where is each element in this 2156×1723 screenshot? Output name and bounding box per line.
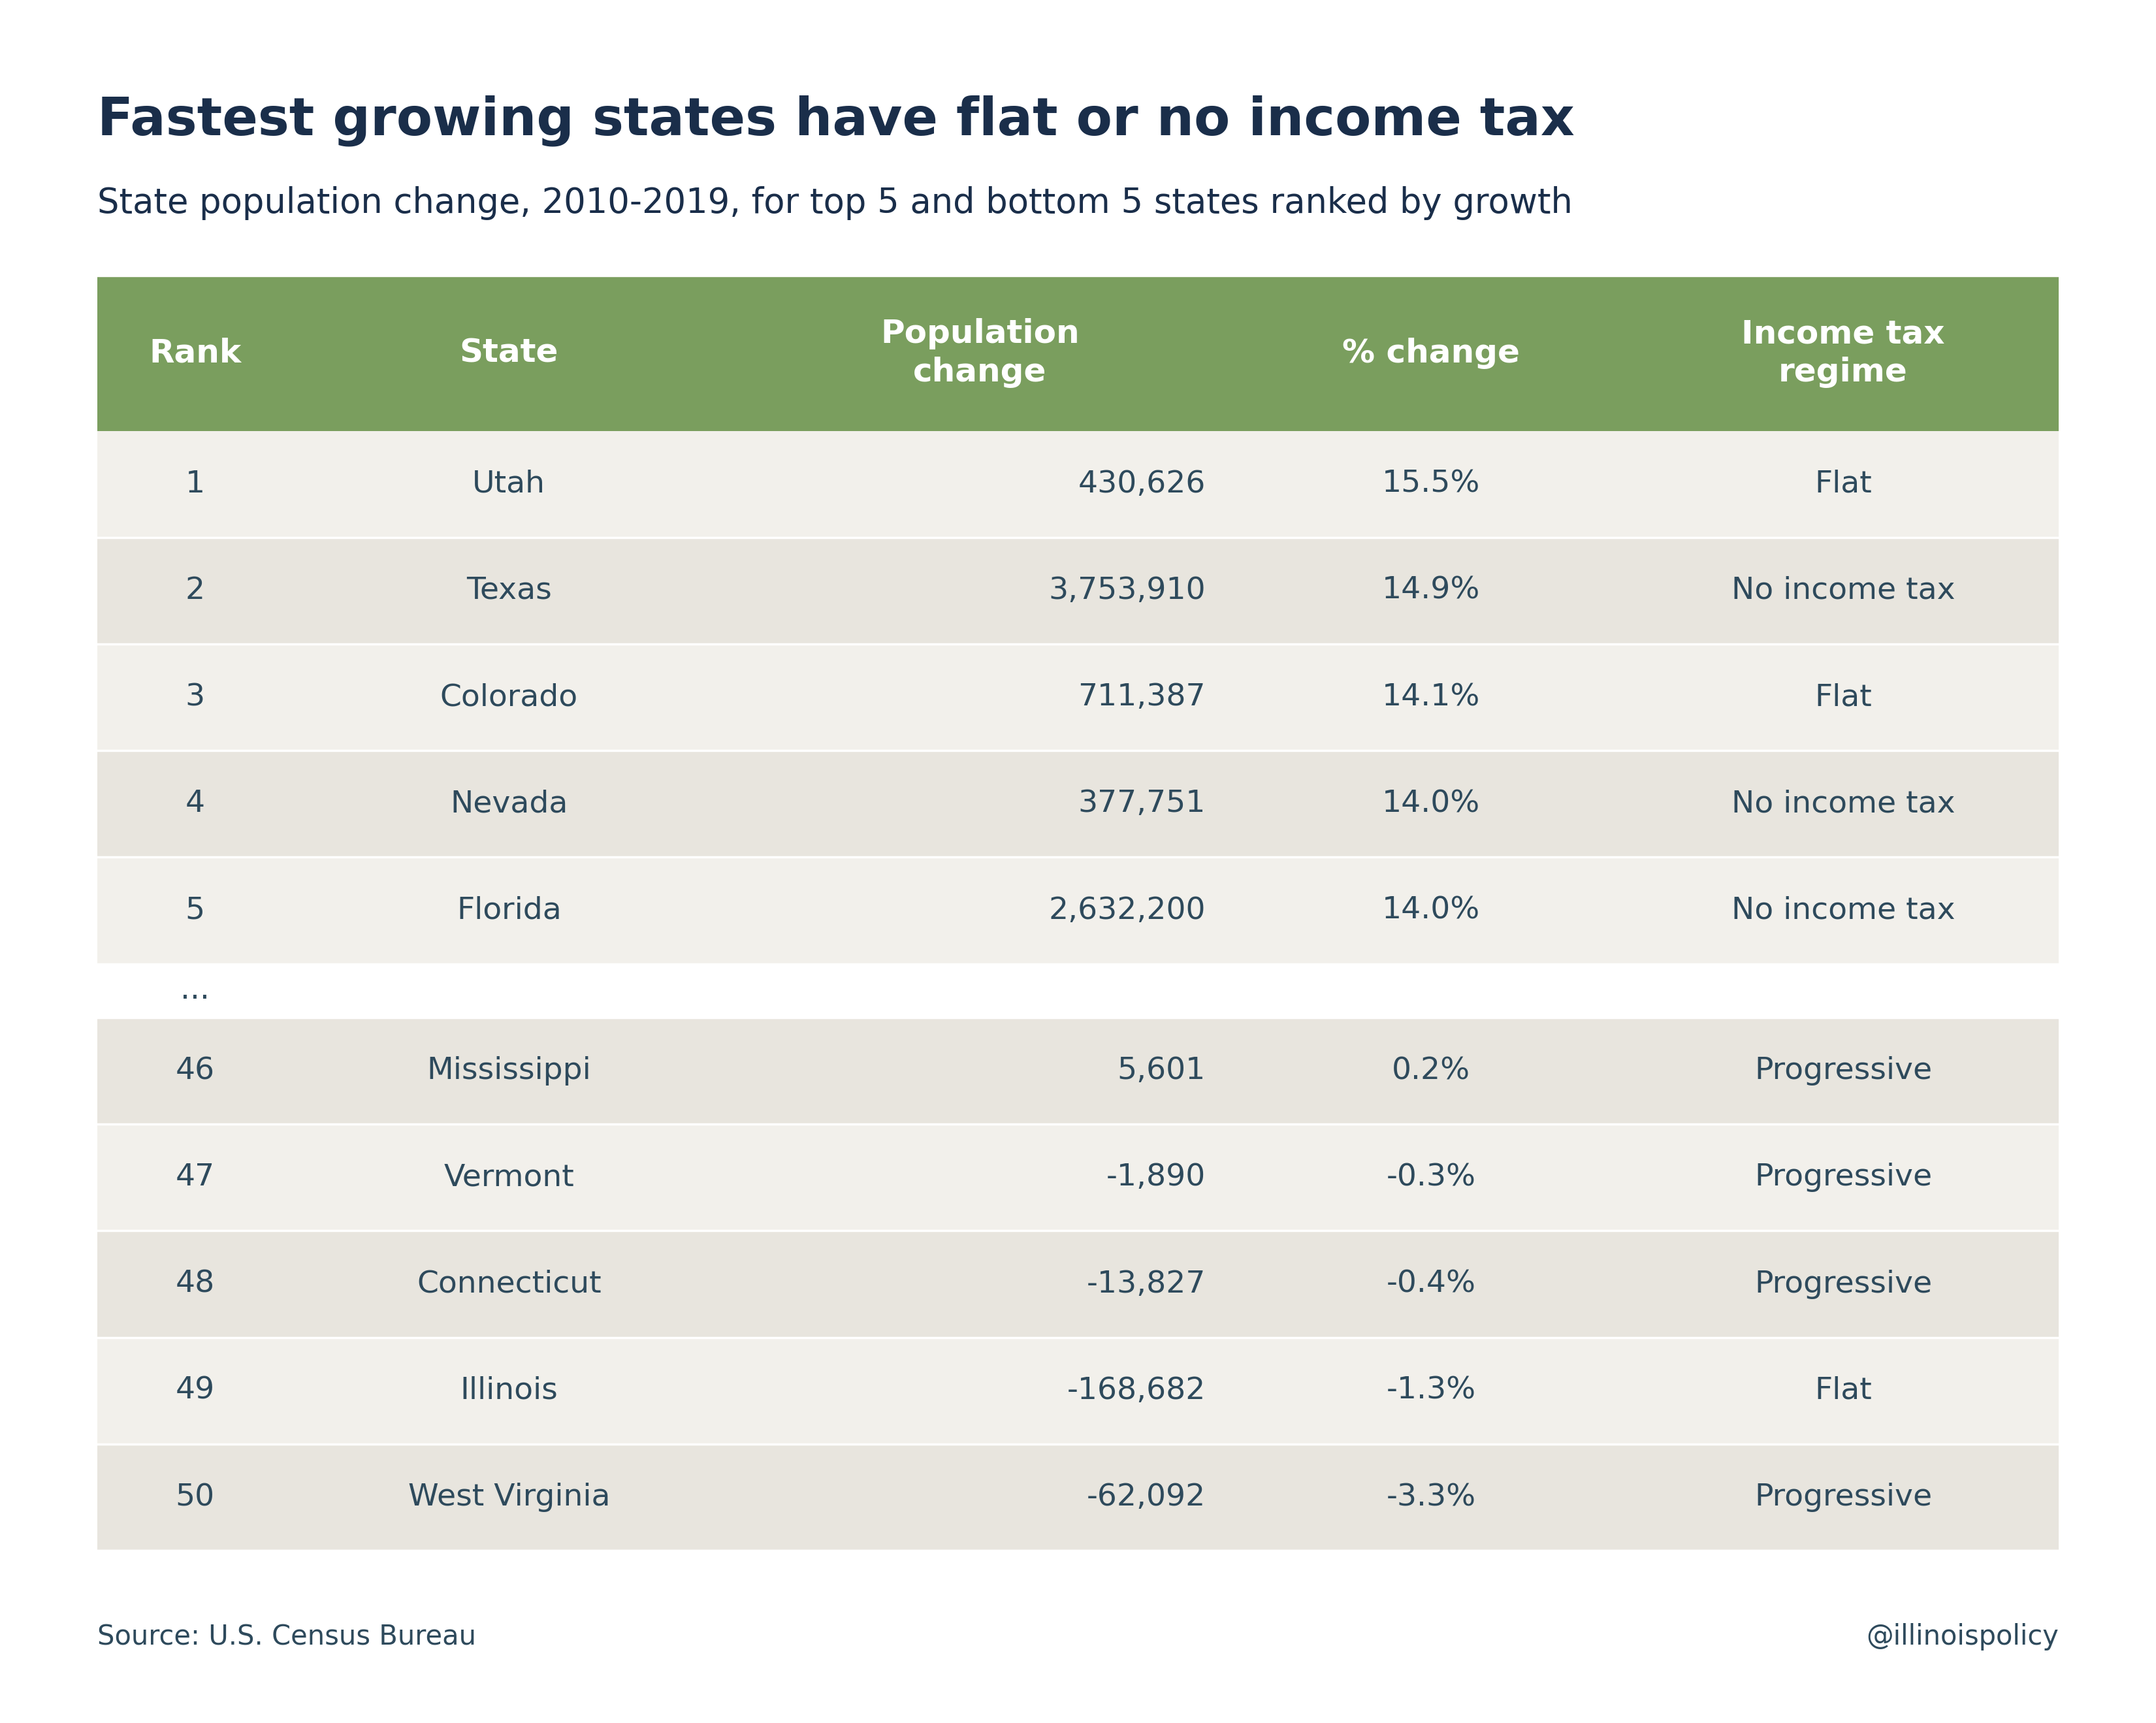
Text: 1: 1 [185,469,205,498]
Text: ...: ... [181,975,209,1006]
Text: 0.2%: 0.2% [1393,1056,1470,1085]
Bar [1628,276,2059,431]
Bar [97,431,2059,538]
Text: Utah: Utah [472,469,545,498]
Text: 14.1%: 14.1% [1382,682,1481,712]
Text: 3: 3 [185,682,205,712]
Text: 50: 50 [175,1484,216,1513]
Text: Progressive: Progressive [1755,1163,1932,1192]
Text: Progressive: Progressive [1755,1484,1932,1513]
Text: -62,092: -62,092 [1087,1484,1205,1513]
Text: -168,682: -168,682 [1067,1377,1205,1406]
Text: 711,387: 711,387 [1078,682,1205,712]
Text: 4: 4 [185,789,205,818]
Text: -1,890: -1,890 [1106,1163,1205,1192]
Text: 430,626: 430,626 [1078,469,1205,498]
Text: State: State [459,338,558,369]
Text: Colorado: Colorado [440,682,578,712]
Text: Flat: Flat [1815,469,1871,498]
Text: Population
change: Population change [880,319,1080,388]
Text: % change: % change [1343,338,1520,369]
Text: Texas: Texas [466,575,552,605]
Text: 49: 49 [175,1377,216,1406]
Bar [97,276,293,431]
Text: Illinois: Illinois [459,1377,558,1406]
Text: 14.0%: 14.0% [1382,789,1481,818]
Bar [97,1444,2059,1551]
Text: Rank: Rank [149,338,241,369]
Text: West Virginia: West Virginia [407,1484,610,1513]
Text: 3,753,910: 3,753,910 [1048,575,1205,605]
Bar [724,276,1235,431]
Bar [97,1230,2059,1337]
Bar [97,963,2059,1018]
Text: Flat: Flat [1815,682,1871,712]
Bar [293,276,724,431]
Bar [97,1337,2059,1444]
Text: Mississippi: Mississippi [427,1056,591,1085]
Text: Nevada: Nevada [451,789,567,818]
Bar [97,644,2059,751]
Text: Florida: Florida [457,896,561,925]
Bar [97,858,2059,963]
Text: 5: 5 [185,896,205,925]
Text: Progressive: Progressive [1755,1270,1932,1299]
Text: 47: 47 [175,1163,216,1192]
Text: -13,827: -13,827 [1087,1270,1205,1299]
Text: Vermont: Vermont [444,1163,573,1192]
Text: Connecticut: Connecticut [416,1270,602,1299]
Text: 14.9%: 14.9% [1382,575,1481,605]
Text: Flat: Flat [1815,1377,1871,1406]
Text: No income tax: No income tax [1731,896,1955,925]
Text: Income tax
regime: Income tax regime [1742,319,1945,388]
Text: -0.3%: -0.3% [1386,1163,1477,1192]
Text: -3.3%: -3.3% [1386,1484,1477,1513]
Bar [97,1018,2059,1123]
Text: Progressive: Progressive [1755,1056,1932,1085]
Bar [97,538,2059,644]
Text: State population change, 2010-2019, for top 5 and bottom 5 states ranked by grow: State population change, 2010-2019, for … [97,186,1572,221]
Text: Fastest growing states have flat or no income tax: Fastest growing states have flat or no i… [97,95,1574,146]
Bar [97,1123,2059,1230]
Text: 2: 2 [185,575,205,605]
Text: No income tax: No income tax [1731,789,1955,818]
Text: 48: 48 [175,1270,216,1299]
Bar [97,751,2059,858]
Text: 14.0%: 14.0% [1382,896,1481,925]
Text: 377,751: 377,751 [1078,789,1205,818]
Text: Source: U.S. Census Bureau: Source: U.S. Census Bureau [97,1623,476,1651]
Text: 2,632,200: 2,632,200 [1048,896,1205,925]
Text: No income tax: No income tax [1731,575,1955,605]
Text: 46: 46 [175,1056,216,1085]
Text: 15.5%: 15.5% [1382,469,1481,498]
Text: 5,601: 5,601 [1117,1056,1205,1085]
Text: -1.3%: -1.3% [1386,1377,1477,1406]
Text: @illinoispolicy: @illinoispolicy [1867,1623,2059,1651]
Text: -0.4%: -0.4% [1386,1270,1477,1299]
Bar [1235,276,1628,431]
